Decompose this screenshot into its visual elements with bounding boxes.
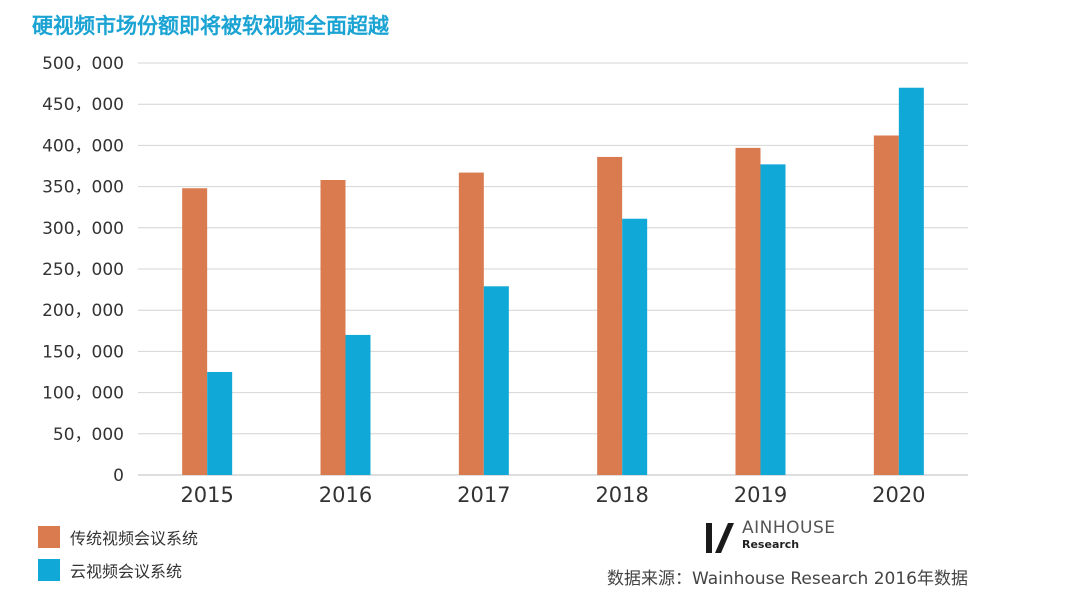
legend-label-traditional: 传统视频会议系统	[70, 529, 199, 548]
y-tick-label: 250，000	[42, 260, 124, 280]
x-tick-label: 2019	[734, 483, 787, 507]
bar-traditional-2018	[597, 156, 623, 475]
y-tick-label: 0	[113, 466, 124, 486]
bar-cloud-2019	[760, 164, 786, 476]
wainhouse-logo-icon	[706, 523, 734, 553]
y-tick-label: 100，000	[42, 384, 124, 404]
legend-item-cloud: 云视频会议系统	[38, 558, 198, 582]
logo-subtitle: Research	[742, 538, 800, 551]
bar-cloud-2015	[207, 372, 233, 475]
y-tick-label: 200，000	[42, 301, 124, 321]
x-tick-label: 2018	[595, 483, 648, 507]
bar-traditional-2016	[320, 180, 346, 475]
logo-name: AINHOUSE	[742, 518, 836, 538]
y-tick-label: 500，000	[42, 54, 124, 74]
chart-title: 硬视频市场份额即将被软视频全面超越	[32, 14, 389, 38]
bar-traditional-2020	[873, 135, 899, 475]
wainhouse-logo: AINHOUSE Research	[704, 520, 836, 558]
bar-cloud-2020	[898, 87, 924, 475]
y-tick-label: 300，000	[42, 219, 124, 239]
bar-cloud-2017	[483, 286, 509, 475]
x-tick-label: 2017	[457, 483, 510, 507]
legend-swatch-traditional	[38, 526, 60, 548]
data-source-note: 数据来源：Wainhouse Research 2016年数据	[607, 569, 968, 589]
legend-label-cloud: 云视频会议系统	[70, 562, 183, 581]
x-tick-label: 2015	[180, 483, 233, 507]
legend-item-traditional: 传统视频会议系统	[38, 525, 198, 549]
bar-cloud-2018	[622, 218, 648, 475]
bar-traditional-2019	[735, 147, 761, 475]
y-tick-label: 150，000	[42, 342, 124, 362]
y-tick-label: 400，000	[42, 136, 124, 156]
bar-traditional-2015	[182, 188, 208, 476]
x-tick-label: 2020	[872, 483, 925, 507]
y-tick-label: 50，000	[53, 425, 124, 445]
bar-traditional-2017	[458, 172, 484, 476]
y-tick-label: 350，000	[42, 178, 124, 198]
y-tick-label: 450，000	[42, 95, 124, 115]
legend-swatch-cloud	[38, 559, 60, 581]
legend: 传统视频会议系统 云视频会议系统	[38, 525, 198, 591]
bar-cloud-2016	[345, 334, 371, 475]
x-tick-label: 2016	[319, 483, 372, 507]
